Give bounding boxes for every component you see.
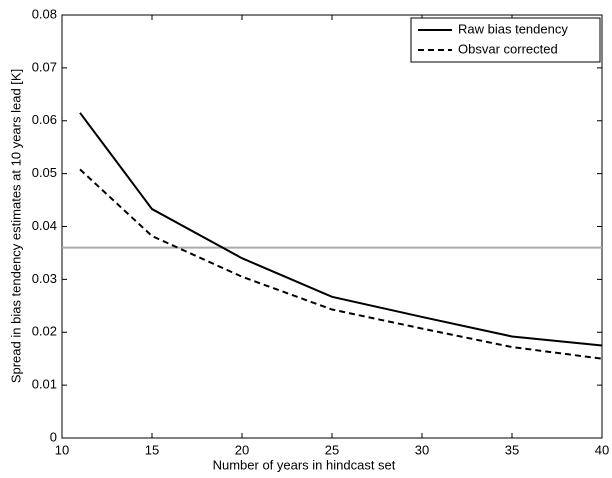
x-tick-label: 20 bbox=[235, 442, 249, 457]
y-tick-label: 0.03 bbox=[32, 271, 57, 286]
x-tick-label: 35 bbox=[505, 442, 519, 457]
y-tick-label: 0.06 bbox=[32, 112, 57, 127]
y-axis-label: Spread in bias tendency estimates at 10 … bbox=[8, 69, 23, 383]
x-tick-label: 25 bbox=[325, 442, 339, 457]
y-tick-label: 0 bbox=[50, 429, 57, 444]
y-tick-label: 0.07 bbox=[32, 59, 57, 74]
legend-label: Raw bias tendency bbox=[458, 21, 568, 36]
x-tick-label: 10 bbox=[55, 442, 69, 457]
y-tick-label: 0.04 bbox=[32, 218, 57, 233]
y-tick-label: 0.01 bbox=[32, 377, 57, 392]
legend-label: Obsvar corrected bbox=[458, 41, 558, 56]
data-line bbox=[79, 168, 603, 360]
x-axis-label: Number of years in hindcast set bbox=[213, 457, 396, 472]
x-tick-label: 30 bbox=[415, 442, 429, 457]
y-tick-label: 0.08 bbox=[32, 6, 57, 21]
plot-area bbox=[61, 14, 603, 439]
legend-box bbox=[410, 17, 601, 63]
y-tick-label: 0.02 bbox=[32, 324, 57, 339]
x-tick-label: 15 bbox=[145, 442, 159, 457]
y-tick-label: 0.05 bbox=[32, 165, 57, 180]
x-tick-label: 40 bbox=[595, 442, 609, 457]
data-line bbox=[79, 112, 603, 347]
